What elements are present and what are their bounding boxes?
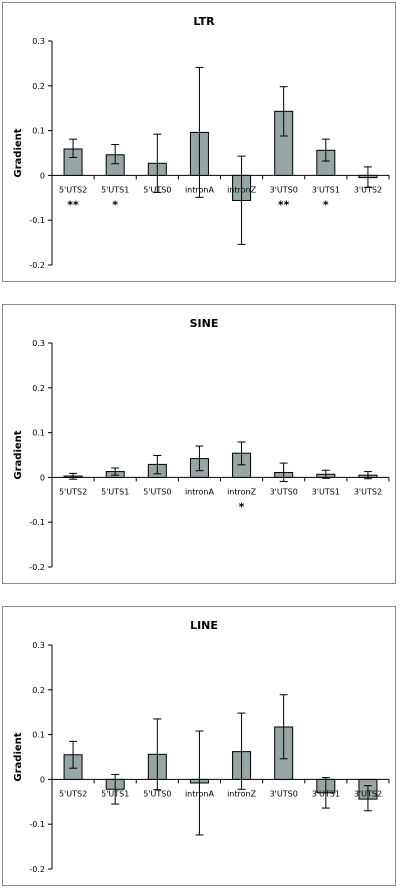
line-chart-panel: LINE Gradient 0.3 0.2 0.1 0 -0.1 -0.2 5'UTS2 5'UT… — [2, 606, 396, 886]
category-label: intronZ — [227, 487, 257, 496]
category-label: 3'UTS2 — [354, 487, 382, 496]
category-label: 5'UTS0 — [143, 487, 171, 496]
y-tick-label: 0.2 — [32, 686, 45, 695]
y-tick-label: -0.1 — [29, 820, 45, 829]
category-label: 5'UTS2 — [59, 487, 87, 496]
category-label: 5'UTS2 — [59, 185, 87, 194]
category-label: 5'UTS1 — [101, 185, 129, 194]
category-label: 3'UTS0 — [270, 789, 298, 798]
y-tick-label: 0 — [40, 473, 45, 482]
y-tick-label: 0.2 — [32, 82, 45, 91]
category-label: 5'UTS1 — [101, 789, 129, 798]
y-axis-label: Gradient — [13, 732, 24, 781]
y-tick-label: 0.1 — [32, 429, 45, 438]
chart-svg: LTRGradient0.30.20.10-0.1-0.25'UTS2**5'U… — [13, 15, 390, 270]
ltr-chart-panel: LTR Gradient 0.3 0.2 0.1 0 -0.1 -0.2 5'UTS2 ** 5'U… — [2, 2, 396, 282]
chart-svg: SINE Gradient 0.3 0.2 0.1 0 -0.1 -0.2 5'UTS2 5'UT… — [13, 317, 390, 572]
y-tick-label: 0.3 — [32, 37, 45, 46]
chart-title: LTR — [193, 15, 215, 28]
y-tick-label: 0 — [40, 775, 45, 784]
category-label: 3'UTS0 — [270, 185, 298, 194]
y-tick-label: -0.2 — [29, 563, 45, 572]
y-tick-label: -0.2 — [29, 261, 45, 270]
category-label: intronZ — [227, 789, 257, 798]
y-axis-label: Gradient — [13, 430, 24, 479]
y-axis-label: Gradient — [13, 128, 24, 177]
y-tick-label: 0.2 — [32, 384, 45, 393]
significance-marker: ** — [278, 198, 290, 211]
category-label: 5'UTS0 — [143, 185, 171, 194]
chart-svg: LINE Gradient 0.3 0.2 0.1 0 -0.1 -0.2 5'UTS2 5'UT… — [13, 619, 390, 874]
category-label: intronA — [185, 789, 215, 798]
category-label: 3'UTS1 — [312, 185, 340, 194]
chart-title: SINE — [190, 317, 219, 330]
significance-marker: ** — [67, 198, 79, 211]
significance-marker: * — [239, 500, 245, 513]
significance-marker: * — [323, 198, 329, 211]
category-label: 5'UTS2 — [59, 789, 87, 798]
category-label: intronZ — [227, 185, 257, 194]
chart-title: LINE — [190, 619, 218, 632]
y-tick-label: 0 — [40, 171, 45, 180]
y-tick-label: -0.2 — [29, 865, 45, 874]
category-label: 5'UTS1 — [101, 487, 129, 496]
category-label: 3'UTS1 — [312, 487, 340, 496]
category-label: 3'UTS2 — [354, 185, 382, 194]
y-tick-label: 0.3 — [32, 641, 45, 650]
category-label: 3'UTS1 — [312, 789, 340, 798]
category-label: 3'UTS0 — [270, 487, 298, 496]
significance-marker: * — [112, 198, 118, 211]
y-tick-label: 0.1 — [32, 731, 45, 740]
y-tick-label: 0.3 — [32, 339, 45, 348]
category-label: intronA — [185, 185, 215, 194]
y-tick-label: -0.1 — [29, 518, 45, 527]
y-tick-label: 0.1 — [32, 127, 45, 136]
category-label: 5'UTS0 — [143, 789, 171, 798]
y-tick-label: -0.1 — [29, 216, 45, 225]
sine-chart-panel: SINE Gradient 0.3 0.2 0.1 0 -0.1 -0.2 5'UTS2 5'UT… — [2, 304, 396, 584]
category-label: 3'UTS2 — [354, 789, 382, 798]
category-label: intronA — [185, 487, 215, 496]
